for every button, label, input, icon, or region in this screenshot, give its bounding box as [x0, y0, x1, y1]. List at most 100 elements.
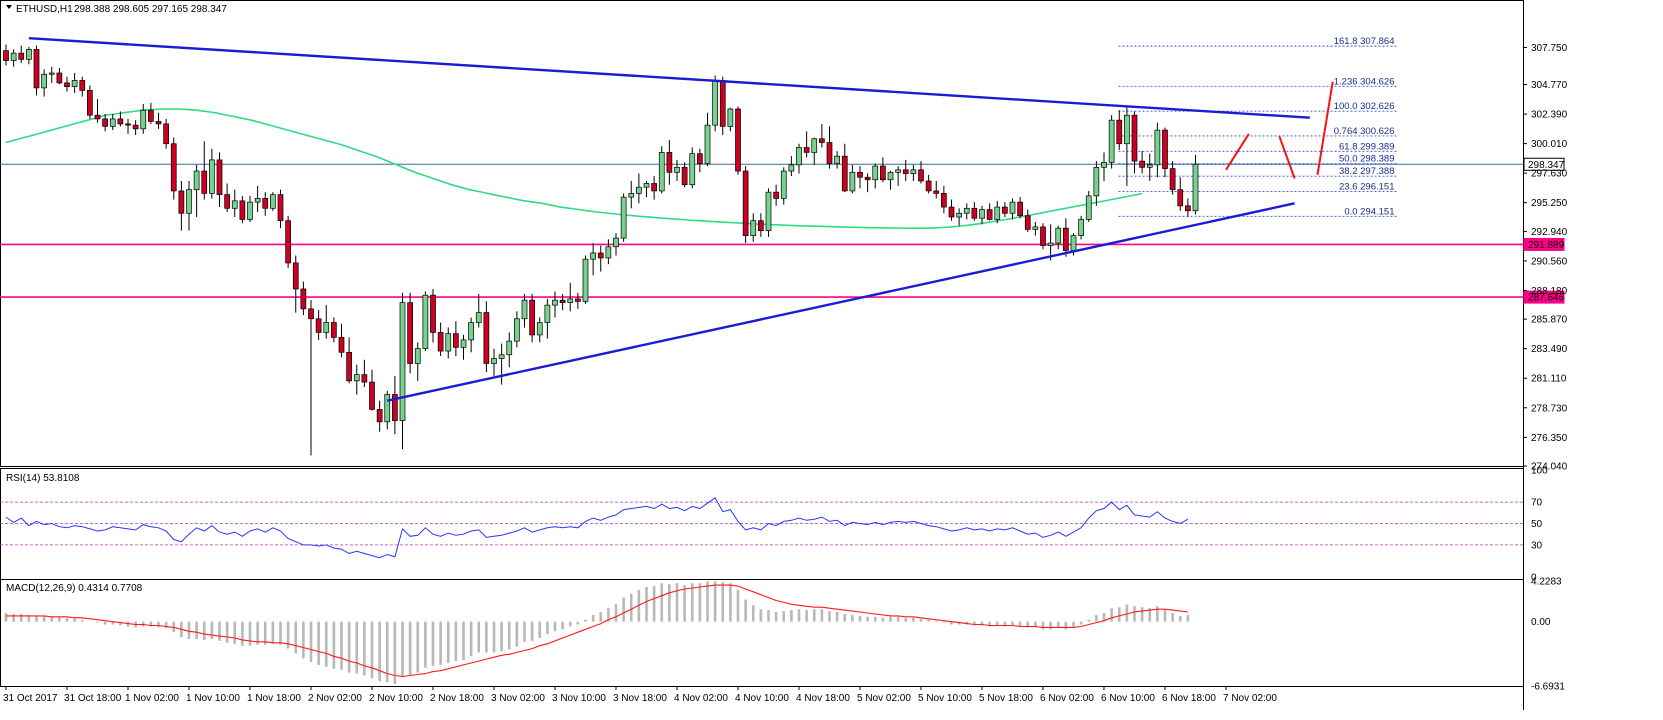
rsi-tick-label: 100	[1531, 466, 1548, 477]
bull-candle	[209, 159, 215, 194]
bull-candle	[963, 207, 970, 214]
bear-candle	[3, 50, 9, 61]
price-tick-label: 278.730	[1531, 403, 1568, 414]
price-tick-label: 304.770	[1531, 80, 1568, 91]
collapse-triangle-icon[interactable]	[6, 5, 12, 9]
price-tick-label: 295.250	[1531, 198, 1568, 209]
bull-candle	[445, 333, 452, 352]
bear-candle	[148, 109, 154, 122]
bull-candle	[71, 80, 78, 87]
bull-candle	[270, 194, 276, 209]
support-price-tag	[1523, 290, 1565, 304]
bear-candle	[285, 220, 291, 264]
bull-candle	[475, 312, 482, 323]
bear-candle	[758, 220, 764, 231]
bull-candle	[658, 152, 665, 192]
bull-candle	[414, 348, 421, 364]
projection-segment[interactable]	[1278, 135, 1296, 179]
resistance-trendline[interactable]	[28, 37, 1310, 119]
fib-level-label: 23.6 296.151	[1339, 182, 1394, 193]
current-price-label: 298.347	[1528, 160, 1565, 171]
bear-candle	[773, 191, 779, 199]
bear-candle	[902, 169, 909, 174]
fib-level-label: 0.0 294.151	[1344, 206, 1394, 217]
price-tick-label: 302.390	[1531, 110, 1568, 121]
bear-candle	[262, 198, 269, 209]
trendlines[interactable]	[28, 37, 1310, 402]
projection-segment[interactable]	[1316, 81, 1334, 175]
bull-candle	[193, 170, 200, 191]
bear-candle	[33, 49, 40, 89]
bull-candle	[910, 169, 917, 174]
bull-candle	[620, 196, 627, 239]
bear-candle	[346, 351, 352, 382]
bull-candle	[872, 165, 879, 181]
projection-arrows[interactable]	[1225, 81, 1334, 179]
bull-candle	[788, 164, 795, 172]
bear-candle	[117, 118, 124, 125]
bear-candle	[201, 170, 208, 194]
bear-candle	[1162, 129, 1168, 169]
price-tick-label: 292.940	[1531, 227, 1568, 238]
time-tick-label: 7 Nov 02:00	[1223, 693, 1277, 704]
bull-candle	[727, 108, 734, 127]
bear-candle	[300, 288, 307, 310]
macd-tick-label: 4.2283	[1531, 577, 1562, 588]
bear-candle	[1169, 168, 1176, 191]
bull-candle	[582, 258, 589, 302]
bear-candle	[841, 155, 848, 192]
bear-candle	[437, 332, 444, 352]
projection-segment[interactable]	[1225, 133, 1250, 171]
bull-candle	[384, 394, 391, 423]
horizontal-levels[interactable]: 291.889 287.646 298.347	[0, 157, 1565, 304]
time-tick-label: 5 Nov 18:00	[979, 693, 1033, 704]
bull-candle	[1192, 163, 1199, 212]
bear-candle	[125, 123, 131, 126]
time-tick-label: 3 Nov 10:00	[552, 693, 606, 704]
time-tick-label: 1 Nov 18:00	[247, 693, 301, 704]
rsi-tick-label: 50	[1531, 519, 1543, 530]
bear-candle	[1017, 201, 1023, 217]
time-tick-label: 3 Nov 02:00	[491, 693, 545, 704]
bear-candle	[87, 90, 93, 116]
rsi-tick-label: 0	[1531, 573, 1537, 584]
bull-candle	[643, 183, 650, 188]
fib-level-label: 61.8 299.389	[1339, 141, 1394, 152]
bear-candle	[933, 190, 940, 194]
time-tick-label: 2 Nov 10:00	[369, 693, 423, 704]
bull-candle	[1070, 235, 1077, 251]
bull-candle	[887, 171, 894, 181]
macd-tick-label: 0.00	[1531, 617, 1551, 628]
price-tick-label: 285.870	[1531, 315, 1568, 326]
bear-candle	[986, 209, 993, 220]
bull-candle	[849, 171, 856, 192]
ohlc-readout: 298.388 298.605 297.165 298.347	[74, 4, 227, 15]
bull-candle	[712, 80, 718, 126]
bear-candle	[1139, 160, 1145, 168]
bear-candle	[170, 143, 177, 192]
support-trendline[interactable]	[386, 202, 1295, 402]
price-tick-label: 307.750	[1531, 43, 1568, 54]
bull-candle	[1124, 114, 1130, 145]
panel-frames	[0, 0, 1524, 710]
time-tick-label: 2 Nov 18:00	[430, 693, 484, 704]
support-price-label: 291.889	[1528, 240, 1565, 251]
macd-signal-line	[6, 584, 1188, 678]
time-tick-label: 1 Nov 02:00	[125, 693, 179, 704]
bull-candle	[353, 374, 360, 382]
bull-candle	[1055, 227, 1062, 244]
bull-candle	[834, 155, 840, 164]
time-tick-label: 31 Oct 2017	[3, 693, 58, 704]
bear-candle	[64, 82, 70, 87]
price-tick-label: 274.040	[1531, 462, 1568, 473]
fib-level-label: 1.236 304.626	[1334, 76, 1395, 87]
price-tick-label: 283.490	[1531, 344, 1568, 355]
fibonacci-extension[interactable]: 161.8 307.864 1.236 304.626 100.0 302.626 0…	[1118, 36, 1397, 217]
bear-candle	[315, 318, 322, 333]
bull-candle	[544, 304, 551, 323]
macd-panel: 4.2283 0.00 -6.6931	[4, 577, 1565, 693]
bull-candle	[567, 298, 574, 303]
bull-candle	[1154, 129, 1161, 166]
bull-candle	[674, 166, 680, 173]
